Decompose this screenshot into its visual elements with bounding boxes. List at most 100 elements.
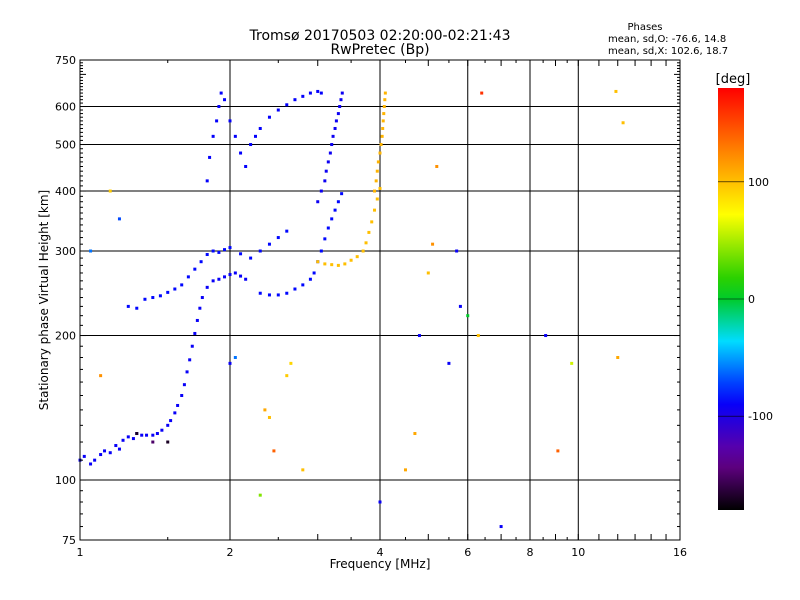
data-point [205,285,209,289]
data-point [166,440,170,444]
data-point [285,374,289,378]
data-point [570,361,574,365]
data-point [205,253,209,257]
data-point [556,449,560,453]
data-point [173,411,177,415]
colorbar-tick-label: -100 [748,410,773,423]
data-point [336,263,340,267]
y-tick-label: 100 [55,474,76,487]
data-point [267,115,271,119]
data-point [217,277,221,281]
data-point [621,121,625,125]
data-point [364,241,368,245]
data-point [293,98,297,102]
y-tick-label: 400 [55,185,76,198]
x-tick-label: 6 [464,546,471,559]
data-point [186,275,190,279]
data-point [158,294,162,298]
colorbar-label: [deg] [716,72,751,87]
data-points [78,89,625,529]
data-point [126,435,130,439]
data-point [180,283,184,287]
data-point [117,447,121,451]
data-point [380,134,384,138]
colorbar-tick-label: 100 [748,176,769,189]
data-point [331,134,335,138]
data-point [166,423,170,427]
colorbar-ticks: 100 0 -100 [718,176,773,423]
data-point [108,451,112,455]
data-point [338,105,342,109]
data-point [324,169,328,173]
data-point [378,186,382,190]
data-point [403,468,407,472]
data-point [326,226,330,230]
data-point [249,256,253,260]
data-point [616,355,620,359]
data-point [211,249,215,253]
data-point [323,179,327,183]
data-point [379,143,383,147]
data-point [319,189,323,193]
data-point [244,277,248,281]
x-tick-label: 10 [571,546,585,559]
data-point [382,105,386,109]
data-point [383,91,387,95]
data-point [228,361,232,365]
data-point [316,89,320,93]
data-point [378,151,382,155]
x-tick-label: 16 [673,546,687,559]
y-tick-label: 500 [55,139,76,152]
data-point [166,290,170,294]
x-axis-ticks: 1 2 4 6 8 10 16 [77,60,687,559]
data-point [373,208,377,212]
colorbar-tick-label: 0 [748,293,755,306]
data-point [188,358,192,362]
data-point [193,267,197,271]
data-point [355,255,359,259]
grid-lines [80,60,680,540]
chart-subtitle: RwPretec (Bp) [330,42,429,58]
data-point [199,260,203,264]
data-point [276,293,280,297]
data-point [374,179,378,183]
data-point [131,437,135,441]
data-point [195,318,199,322]
data-point [480,91,484,95]
data-point [367,230,371,234]
data-point [340,192,344,196]
data-point [263,408,267,412]
data-point [361,249,365,253]
data-point [381,119,385,123]
data-point [375,197,379,201]
data-point [135,432,139,436]
data-point [89,462,93,466]
data-point [89,249,93,253]
data-point [208,155,212,159]
data-point [205,179,209,183]
data-point [336,200,340,204]
y-tick-label: 75 [62,534,76,547]
data-point [301,468,305,472]
data-point [173,287,177,291]
data-point [258,126,262,130]
data-point [382,112,386,116]
data-point [383,98,387,102]
data-point [233,271,237,275]
data-point [217,250,221,254]
data-point [319,249,323,253]
data-point [333,126,337,130]
data-point [99,453,103,457]
data-point [343,262,347,266]
data-point [185,370,189,374]
data-point [370,220,374,224]
data-point [93,458,97,462]
data-point [108,189,112,193]
data-point [190,344,194,348]
data-point [193,331,197,335]
data-point [417,334,421,338]
data-point [239,151,243,155]
data-point [378,500,382,504]
data-point [326,160,330,164]
data-point [200,296,204,300]
